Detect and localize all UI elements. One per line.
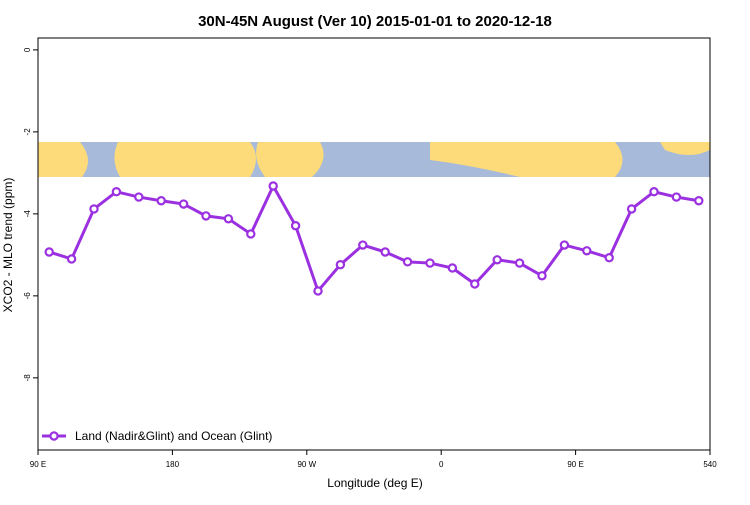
y-tick-label: 0 <box>23 47 32 52</box>
point <box>223 214 234 224</box>
point <box>44 247 54 257</box>
plot-layer: 90 E 180 90 W 0 90 E 540 0 -2 -4 -6 -8 Land (Nadir&… <box>23 47 717 469</box>
y-tick-label: -2 <box>23 128 32 136</box>
legend-marker <box>49 431 59 441</box>
point <box>201 211 211 221</box>
point <box>559 240 570 250</box>
point <box>671 192 682 202</box>
y-tick-label: -8 <box>23 374 32 382</box>
x-tick-label: 90 E <box>567 460 583 469</box>
point <box>66 254 77 264</box>
y-tick-label: -6 <box>23 292 32 300</box>
point <box>604 253 614 263</box>
legend-label: Land (Nadir&Glint) and Ocean (Glint) <box>75 429 272 443</box>
y-tick-label: -4 <box>23 210 32 218</box>
point <box>425 258 435 268</box>
point <box>156 196 166 206</box>
point <box>582 246 592 256</box>
point <box>694 196 704 206</box>
point <box>492 255 502 265</box>
y-axis-label: XCO2 - MLO trend (ppm) <box>1 178 15 313</box>
point <box>178 199 189 209</box>
point <box>626 204 637 214</box>
x-axis-label: Longitude (deg E) <box>327 476 422 490</box>
x-tick-label: 0 <box>439 460 444 469</box>
x-tick-label: 180 <box>166 460 180 469</box>
plot-frame <box>37 37 711 451</box>
x-tick-label: 540 <box>703 460 717 469</box>
chart-title: 30N-45N August (Ver 10) 2015-01-01 to 20… <box>198 13 552 30</box>
point <box>313 286 323 296</box>
point <box>335 260 346 270</box>
point <box>649 187 659 197</box>
point <box>268 181 278 191</box>
point <box>514 258 525 268</box>
point <box>89 204 99 214</box>
point <box>447 263 458 273</box>
point <box>402 257 413 267</box>
point <box>380 247 390 257</box>
point <box>134 192 144 202</box>
point <box>111 187 122 197</box>
point <box>358 240 368 250</box>
point <box>470 279 480 289</box>
point <box>537 271 547 281</box>
x-tick-label: 90 W <box>297 460 316 469</box>
x-tick-label: 90 E <box>30 460 46 469</box>
map-band <box>38 142 710 177</box>
point <box>290 221 301 231</box>
series-line <box>48 182 700 294</box>
point <box>246 229 256 239</box>
